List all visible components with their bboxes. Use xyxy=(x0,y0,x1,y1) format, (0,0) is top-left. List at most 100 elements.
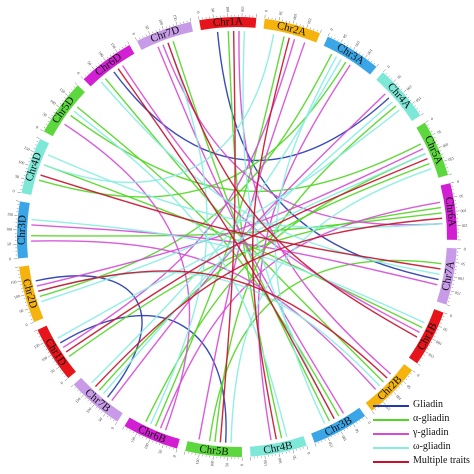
tick-mark xyxy=(122,46,124,49)
tick-label: 50 xyxy=(15,173,20,179)
tick-mark xyxy=(405,93,408,96)
tick-mark xyxy=(30,154,33,156)
tick-mark xyxy=(450,181,455,184)
tick-label: 150 xyxy=(454,290,461,296)
tick-label: 0 xyxy=(416,373,421,378)
tick-mark xyxy=(43,345,46,347)
tick-mark xyxy=(453,276,458,278)
tick-mark xyxy=(442,315,445,317)
tick-label: 0 xyxy=(131,32,136,36)
tick-mark xyxy=(368,58,370,60)
tick-mark xyxy=(388,75,390,77)
tick-mark xyxy=(383,401,386,405)
chromosome-label-chr2a: Chr2A xyxy=(276,19,308,38)
tick-label: 100 xyxy=(49,98,57,106)
tick-label: 0 xyxy=(59,380,64,385)
tick-mark xyxy=(59,369,62,372)
tick-mark xyxy=(438,146,442,149)
chromosome-block-chr7a xyxy=(436,247,457,305)
chromosome-block-chr4b xyxy=(249,436,307,457)
chromosome-block-chr4a xyxy=(376,72,421,122)
tick-label: 0 xyxy=(239,464,244,466)
tick-mark xyxy=(45,348,48,351)
tick-mark xyxy=(175,449,178,453)
tick-label: 0 xyxy=(329,28,334,32)
tick-label: 0 xyxy=(457,179,460,184)
chromosome-label-chr6b: Chr6B xyxy=(136,423,168,446)
link-gliadin xyxy=(216,31,439,281)
tick-label: 50 xyxy=(436,129,442,135)
tick-label: 0 xyxy=(76,71,81,76)
tick-mark xyxy=(353,46,356,50)
tick-label: 0 xyxy=(264,10,269,13)
tick-mark xyxy=(95,407,97,409)
tick-mark xyxy=(393,391,397,395)
tick-label: 100 xyxy=(406,84,414,92)
tick-mark xyxy=(356,50,358,52)
tick-mark xyxy=(109,54,112,57)
tick-label: 100 xyxy=(435,339,443,346)
tick-mark xyxy=(437,329,439,331)
chromosome-block-chr7d xyxy=(136,21,193,50)
tick-mark xyxy=(79,392,81,394)
tick-mark xyxy=(56,366,60,370)
tick-mark xyxy=(132,431,134,434)
legend-swatch-omega-gliadin xyxy=(373,447,409,449)
tick-mark xyxy=(427,348,429,350)
tick-mark xyxy=(388,397,390,399)
tick-mark xyxy=(70,384,74,388)
tick-mark xyxy=(350,46,352,48)
tick-mark xyxy=(340,39,343,43)
tick-mark xyxy=(53,361,55,363)
tick-mark xyxy=(400,88,403,90)
tick-mark xyxy=(430,130,433,132)
tick-label: 0 xyxy=(449,313,453,318)
link--gliadin xyxy=(159,201,441,429)
tick-mark xyxy=(416,108,419,110)
legend-label-gliadin: Gliadin xyxy=(413,399,443,410)
tick-mark xyxy=(321,440,323,443)
tick-mark xyxy=(25,308,29,311)
tick-mark xyxy=(125,44,127,47)
legend: Gliadin α-gliadin γ-gliadin ω-gliadin Mu… xyxy=(369,398,473,474)
tick-mark xyxy=(29,157,32,159)
tick-label: 150 xyxy=(306,17,313,24)
tick-mark xyxy=(337,433,339,435)
tick-mark xyxy=(374,408,377,411)
tick-label: 0 xyxy=(9,256,11,261)
tick-mark xyxy=(36,136,40,139)
tick-mark xyxy=(20,294,25,297)
chromosome-label-chr7d: Chr7D xyxy=(149,24,181,45)
tick-mark xyxy=(350,426,352,428)
tick-mark xyxy=(306,446,309,450)
chromosome-block-chr6a xyxy=(440,183,458,240)
link--gliadin xyxy=(150,42,208,425)
tick-mark xyxy=(334,37,336,40)
link--gliadin xyxy=(62,38,296,349)
tick-mark xyxy=(129,429,131,432)
tick-label: 0 xyxy=(464,247,466,252)
tick-mark xyxy=(175,21,178,25)
tick-mark xyxy=(412,101,416,104)
tick-mark xyxy=(450,290,455,293)
tick-mark xyxy=(407,96,410,98)
link--gliadin xyxy=(242,31,335,419)
tick-mark xyxy=(36,141,39,143)
tick-mark xyxy=(331,36,333,38)
legend-label-omega-gliadin: ω-gliadin xyxy=(413,441,451,452)
tick-mark xyxy=(87,399,89,402)
legend-swatch-multiple-traits xyxy=(373,461,409,463)
tick-mark xyxy=(142,436,144,439)
chromosome-block-chr5a xyxy=(416,122,449,178)
tick-mark xyxy=(396,389,398,391)
chromosome-block-chr3d xyxy=(17,201,30,259)
tick-label: 150 xyxy=(58,87,66,95)
tick-label: 100 xyxy=(209,460,215,467)
tick-mark xyxy=(316,30,318,32)
tick-label: 100 xyxy=(6,226,12,231)
tick-label: 150 xyxy=(448,156,455,163)
tick-mark xyxy=(90,402,92,404)
tick-mark xyxy=(74,387,76,389)
